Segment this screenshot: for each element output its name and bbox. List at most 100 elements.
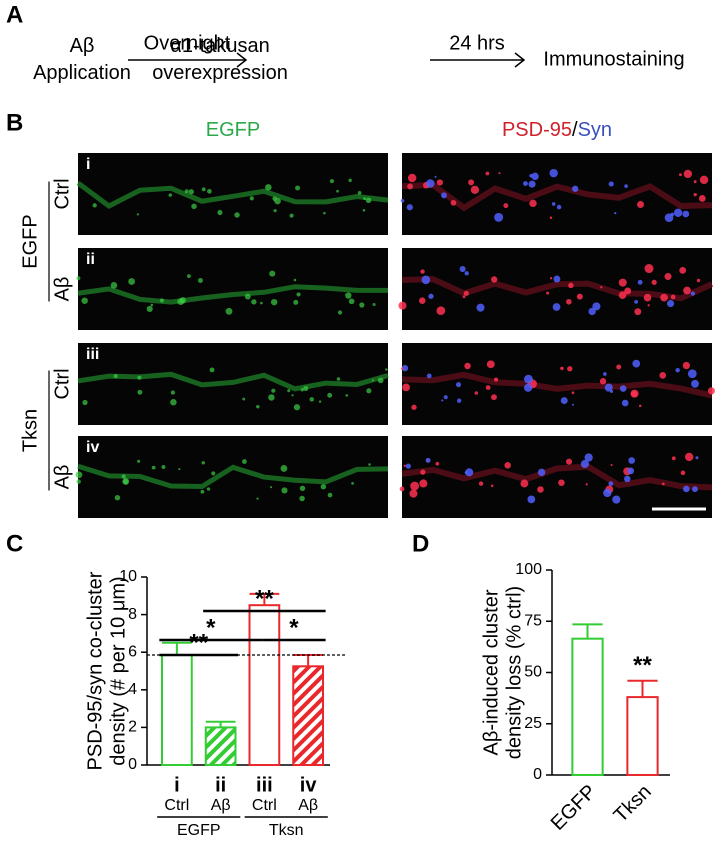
puncta xyxy=(674,209,682,217)
spine xyxy=(260,302,263,305)
spine xyxy=(242,398,245,401)
puncta xyxy=(441,399,443,401)
puncta xyxy=(685,453,693,461)
puncta xyxy=(435,176,437,178)
spine xyxy=(300,486,305,491)
puncta xyxy=(586,483,588,485)
puncta xyxy=(708,387,715,394)
arrow-label: Overnight xyxy=(144,32,231,54)
spine xyxy=(372,379,374,381)
puncta xyxy=(683,486,690,493)
spine xyxy=(351,482,354,485)
puncta xyxy=(692,486,698,492)
puncta xyxy=(624,184,628,188)
puncta xyxy=(682,211,689,218)
puncta xyxy=(688,369,697,378)
puncta xyxy=(566,459,572,465)
step-text: overexpression xyxy=(152,62,288,84)
puncta xyxy=(465,468,473,476)
y-axis-label: Aβ-induced cluster xyxy=(480,589,502,755)
y-tick-label: 75 xyxy=(524,612,542,629)
puncta xyxy=(609,181,614,186)
puncta xyxy=(659,372,666,379)
spine xyxy=(270,486,272,488)
spine xyxy=(234,212,239,217)
puncta xyxy=(603,372,607,376)
spine xyxy=(299,496,304,501)
spine xyxy=(169,193,172,196)
puncta xyxy=(457,399,461,403)
spine xyxy=(191,204,196,209)
puncta xyxy=(456,382,461,387)
puncta xyxy=(465,271,469,275)
puncta xyxy=(608,481,613,486)
puncta xyxy=(464,363,470,369)
significance-label: ** xyxy=(633,652,652,679)
x-tick-label: ii xyxy=(215,774,226,796)
puncta xyxy=(537,486,544,493)
puncta xyxy=(572,186,578,192)
spine xyxy=(281,487,287,493)
puncta xyxy=(675,368,679,372)
spine xyxy=(303,386,308,391)
puncta xyxy=(694,193,697,196)
puncta xyxy=(426,179,434,187)
spine xyxy=(366,197,372,203)
step-text: Application xyxy=(33,62,131,84)
bar xyxy=(572,639,602,775)
x-sublabel: Ctrl xyxy=(164,797,189,814)
puncta xyxy=(504,462,510,468)
spine xyxy=(187,274,191,278)
puncta xyxy=(696,456,699,459)
puncta xyxy=(475,391,479,395)
bar xyxy=(162,655,192,765)
panel-label: B xyxy=(6,109,23,136)
group-label: Tksn xyxy=(269,822,304,839)
x-sublabel: Ctrl xyxy=(252,797,277,814)
spine xyxy=(271,299,277,305)
puncta xyxy=(694,180,697,183)
puncta xyxy=(624,476,630,482)
column-title-part: EGFP xyxy=(206,119,260,141)
puncta xyxy=(552,202,556,206)
puncta xyxy=(616,365,621,370)
puncta xyxy=(498,172,500,174)
puncta xyxy=(494,378,498,382)
spine xyxy=(76,276,80,280)
puncta xyxy=(645,264,654,273)
condition-label: Aβ xyxy=(51,277,73,302)
spine xyxy=(271,389,275,393)
spine xyxy=(128,278,135,285)
puncta xyxy=(683,287,691,295)
puncta xyxy=(464,291,469,296)
puncta xyxy=(603,489,611,497)
spine xyxy=(359,302,364,307)
puncta xyxy=(561,397,568,404)
puncta xyxy=(679,173,682,176)
puncta xyxy=(444,395,448,399)
spine xyxy=(202,461,205,464)
puncta xyxy=(572,404,574,406)
puncta xyxy=(546,292,549,295)
spine xyxy=(256,405,259,408)
puncta xyxy=(567,366,572,371)
puncta xyxy=(471,186,479,194)
puncta xyxy=(665,273,672,280)
puncta xyxy=(600,378,606,384)
step-text: Immunostaining xyxy=(543,48,684,70)
spine xyxy=(245,294,251,300)
significance-label: * xyxy=(206,614,216,641)
spine xyxy=(93,203,97,207)
puncta xyxy=(568,283,573,288)
puncta xyxy=(550,216,553,219)
y-tick-label: 25 xyxy=(524,715,542,732)
puncta xyxy=(581,460,589,468)
spine xyxy=(178,468,180,470)
x-tick-label: iii xyxy=(256,774,273,796)
spine xyxy=(122,474,126,478)
puncta xyxy=(667,300,674,307)
spine xyxy=(81,297,87,303)
puncta xyxy=(529,174,533,178)
puncta xyxy=(435,462,439,466)
